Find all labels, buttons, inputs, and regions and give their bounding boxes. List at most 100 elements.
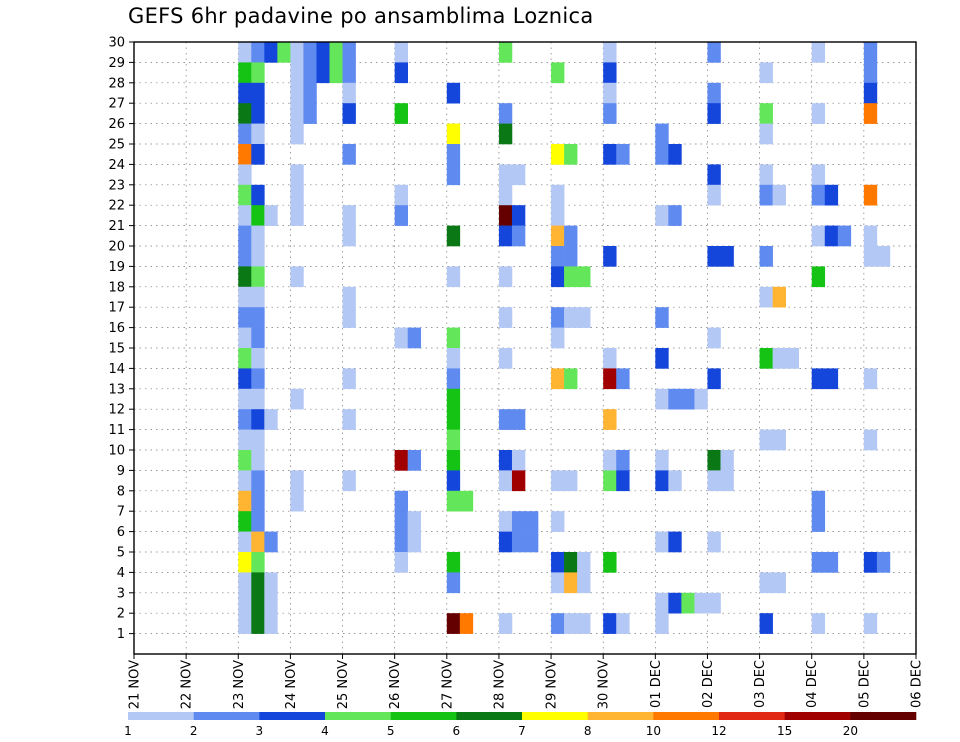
heatmap-cell [238,327,252,349]
y-tick-label: 25 [108,138,125,153]
heatmap-cell [564,572,578,594]
y-tick-label: 29 [108,56,125,71]
heatmap-cell [251,388,265,410]
y-tick-label: 18 [108,280,125,295]
y-tick-label: 26 [108,117,125,132]
heatmap-cell [238,205,252,226]
heatmap-cell [616,450,630,471]
heatmap-cell [394,184,408,206]
heatmap-cell [564,470,578,492]
heatmap-cell [511,450,526,471]
heatmap-cell [251,429,265,451]
heatmap-cell [811,42,826,63]
legend-swatch [587,712,654,720]
heatmap-cell [564,225,578,247]
heatmap-cell [446,470,461,492]
heatmap-cell [498,409,513,430]
x-tick-label: 02 DEC [701,660,716,708]
heatmap-cell [811,613,826,634]
heatmap-cell [811,103,826,124]
heatmap-cell [603,368,617,390]
heatmap-cell [863,184,878,206]
heatmap-cell [720,470,734,492]
heatmap-cell [238,348,252,369]
heatmap-cell [394,327,408,349]
y-tick-label: 15 [108,342,125,357]
heatmap-cell [238,592,252,614]
heatmap-cell [251,225,265,247]
heatmap-cell [551,470,565,492]
heatmap-cell [551,205,565,226]
heatmap-cell [238,103,252,124]
heatmap-cell [772,286,786,308]
y-tick-label: 8 [117,484,125,499]
heatmap-cell [811,184,826,206]
heatmap-cell [759,103,773,124]
legend-swatch [850,712,917,720]
heatmap-cell [498,164,513,186]
heatmap-cell [616,613,630,634]
y-tick-label: 19 [108,260,125,275]
heatmap-cell [811,552,826,573]
legend-swatch [325,712,391,720]
heatmap-cell [446,123,461,145]
y-tick-label: 14 [108,362,125,377]
heatmap-cell [863,42,878,63]
heatmap-cell [290,470,304,492]
heatmap-cell [655,531,669,553]
heatmap-cell [290,184,304,206]
heatmap-cell [251,531,265,553]
heatmap-cell [251,62,265,84]
heatmap-cell [616,470,630,492]
heatmap-cell [707,184,721,206]
heatmap-cell [616,144,630,165]
heatmap-cell [290,490,304,512]
heatmap-cell [238,409,252,430]
legend-swatch [128,712,194,720]
heatmap-cell [876,552,891,573]
heatmap-cell [811,266,826,288]
y-tick-label: 16 [108,321,125,336]
heatmap-cell [525,511,539,532]
heatmap-cell [668,470,682,492]
heatmap-cell [264,592,278,614]
y-tick-label: 20 [108,240,125,255]
heatmap-cell [551,572,565,594]
heatmap-cell [772,429,786,451]
heatmap-cell [290,164,304,186]
heatmap-cell [551,225,565,247]
heatmap-cell [551,307,565,328]
heatmap-cell [694,388,708,410]
heatmap-cell [251,184,265,206]
heatmap-cell [551,327,565,349]
heatmap-cell [290,103,304,124]
heatmap-cell [694,592,708,614]
heatmap-cell [498,205,513,226]
heatmap-cell [772,348,786,369]
heatmap-cell [577,552,591,573]
heatmap-cell [863,368,878,390]
heatmap-cell [577,307,591,328]
heatmap-cell [446,388,461,410]
x-tick-label: 23 NOV [232,660,247,709]
heatmap-cell [681,388,695,410]
legend-swatch [522,712,588,720]
heatmap-cell [238,184,252,206]
heatmap-cell [238,368,252,390]
heatmap-cell [551,266,565,288]
heatmap-cell [603,103,617,124]
heatmap-cell [655,348,669,369]
heatmap-cell [863,429,878,451]
heatmap-cell [603,82,617,104]
heatmap-cell [303,103,317,124]
heatmap-cell [316,42,330,63]
heatmap-cell [446,490,461,512]
heatmap-cell [446,327,461,349]
legend-label: 3 [256,724,264,738]
heatmap-cell [707,103,721,124]
heatmap-cell [238,42,252,63]
legend-swatch [259,712,326,720]
y-tick-label: 23 [108,178,125,193]
heatmap-cell [394,205,408,226]
